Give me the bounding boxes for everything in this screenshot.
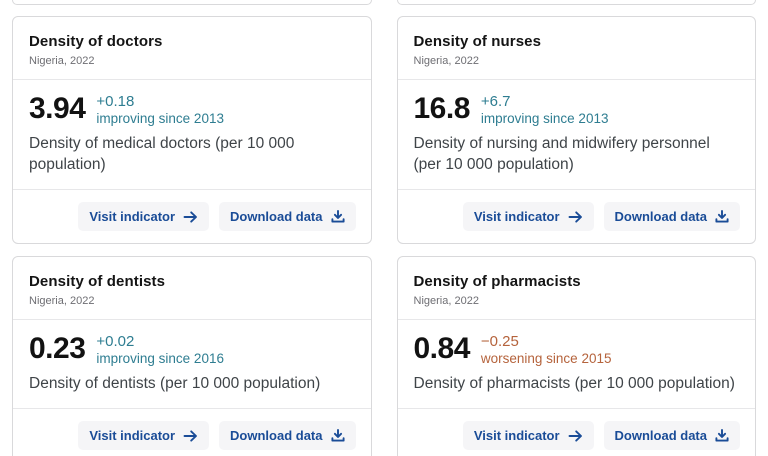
download-data-label: Download data <box>614 428 707 443</box>
indicator-card: Density of pharmacists Nigeria, 2022 0.8… <box>396 256 756 456</box>
visit-indicator-button[interactable]: Visit indicator <box>462 202 594 231</box>
card-title: Density of nurses <box>413 33 542 50</box>
visit-indicator-button[interactable]: Visit indicator <box>78 421 210 450</box>
card-title: Density of dentists <box>29 273 166 290</box>
indicator-card-grid: Density of doctors Nigeria, 2022 3.94 +0… <box>12 16 756 456</box>
partial-card-above-left <box>12 0 372 5</box>
download-data-button[interactable]: Download data <box>219 202 356 231</box>
card-header: Density of nurses Nigeria, 2022 <box>398 17 756 79</box>
visit-indicator-button[interactable]: Visit indicator <box>78 202 210 231</box>
card-subtitle: Nigeria, 2022 <box>29 55 95 67</box>
previous-row-cutoff <box>12 0 756 5</box>
download-data-label: Download data <box>614 209 707 224</box>
card-subtitle: Nigeria, 2022 <box>29 295 95 307</box>
card-header: Density of pharmacists Nigeria, 2022 <box>398 257 756 319</box>
visit-indicator-label: Visit indicator <box>473 209 560 224</box>
visit-indicator-label: Visit indicator <box>89 428 176 443</box>
download-data-button[interactable]: Download data <box>603 202 740 231</box>
card-footer: Visit indicator Download data <box>397 408 755 456</box>
download-icon <box>715 429 729 442</box>
indicator-value: 3.94 <box>29 92 86 125</box>
value-row: 0.23 +0.02 improving since 2016 <box>29 332 355 367</box>
indicator-description: Density of dentists (per 10 000 populati… <box>29 375 321 392</box>
visit-indicator-button[interactable]: Visit indicator <box>462 421 594 450</box>
card-footer: Visit indicator Download data <box>13 189 371 243</box>
trend-label: improving since 2013 <box>480 111 609 126</box>
value-row: 0.84 −0.25 worsening since 2015 <box>413 332 740 367</box>
trend-block: +6.7 improving since 2013 <box>480 93 609 127</box>
card-subtitle: Nigeria, 2022 <box>413 55 479 67</box>
trend-delta: +0.02 <box>96 333 135 350</box>
card-footer: Visit indicator Download data <box>13 408 371 456</box>
download-icon <box>330 429 345 442</box>
card-title: Density of doctors <box>29 33 163 50</box>
card-body: 0.23 +0.02 improving since 2016 Density … <box>13 319 371 408</box>
trend-block: +0.02 improving since 2016 <box>96 333 224 367</box>
card-body: 0.84 −0.25 worsening since 2015 Density … <box>397 319 755 408</box>
trend-delta: +6.7 <box>480 93 511 110</box>
indicator-description: Density of medical doctors (per 10 000 p… <box>29 135 295 173</box>
partial-card-above-right <box>396 0 756 5</box>
indicator-card: Density of nurses Nigeria, 2022 16.8 +6.… <box>396 16 756 244</box>
card-title: Density of pharmacists <box>413 273 581 290</box>
indicator-description: Density of nursing and midwifery personn… <box>413 135 710 173</box>
download-data-button[interactable]: Download data <box>219 421 356 450</box>
arrow-right-icon <box>568 429 583 442</box>
visit-indicator-label: Visit indicator <box>473 428 560 443</box>
trend-label: improving since 2016 <box>96 351 224 366</box>
download-data-button[interactable]: Download data <box>603 421 740 450</box>
trend-block: −0.25 worsening since 2015 <box>480 333 612 367</box>
trend-label: worsening since 2015 <box>480 351 612 366</box>
value-row: 16.8 +6.7 improving since 2013 <box>413 92 740 127</box>
trend-block: +0.18 improving since 2013 <box>96 93 224 127</box>
card-header: Density of dentists Nigeria, 2022 <box>13 257 371 319</box>
indicator-card: Density of doctors Nigeria, 2022 3.94 +0… <box>12 16 372 244</box>
indicator-description: Density of pharmacists (per 10 000 popul… <box>413 375 735 392</box>
card-body: 16.8 +6.7 improving since 2013 Density o… <box>397 79 755 189</box>
arrow-right-icon <box>183 429 198 442</box>
indicator-card: Density of dentists Nigeria, 2022 0.23 +… <box>12 256 372 456</box>
arrow-right-icon <box>568 210 583 223</box>
trend-label: improving since 2013 <box>96 111 224 126</box>
arrow-right-icon <box>183 210 198 223</box>
indicator-value: 16.8 <box>413 92 471 125</box>
card-footer: Visit indicator Download data <box>397 189 755 243</box>
card-body: 3.94 +0.18 improving since 2013 Density … <box>13 79 371 189</box>
download-data-label: Download data <box>230 428 323 443</box>
trend-delta: −0.25 <box>480 333 519 350</box>
download-icon <box>330 210 345 223</box>
card-subtitle: Nigeria, 2022 <box>413 295 479 307</box>
indicator-value: 0.84 <box>413 332 471 365</box>
visit-indicator-label: Visit indicator <box>89 209 176 224</box>
card-header: Density of doctors Nigeria, 2022 <box>13 17 371 79</box>
indicator-value: 0.23 <box>29 332 86 365</box>
download-icon <box>715 210 729 223</box>
trend-delta: +0.18 <box>96 93 135 110</box>
download-data-label: Download data <box>230 209 323 224</box>
value-row: 3.94 +0.18 improving since 2013 <box>29 92 355 127</box>
